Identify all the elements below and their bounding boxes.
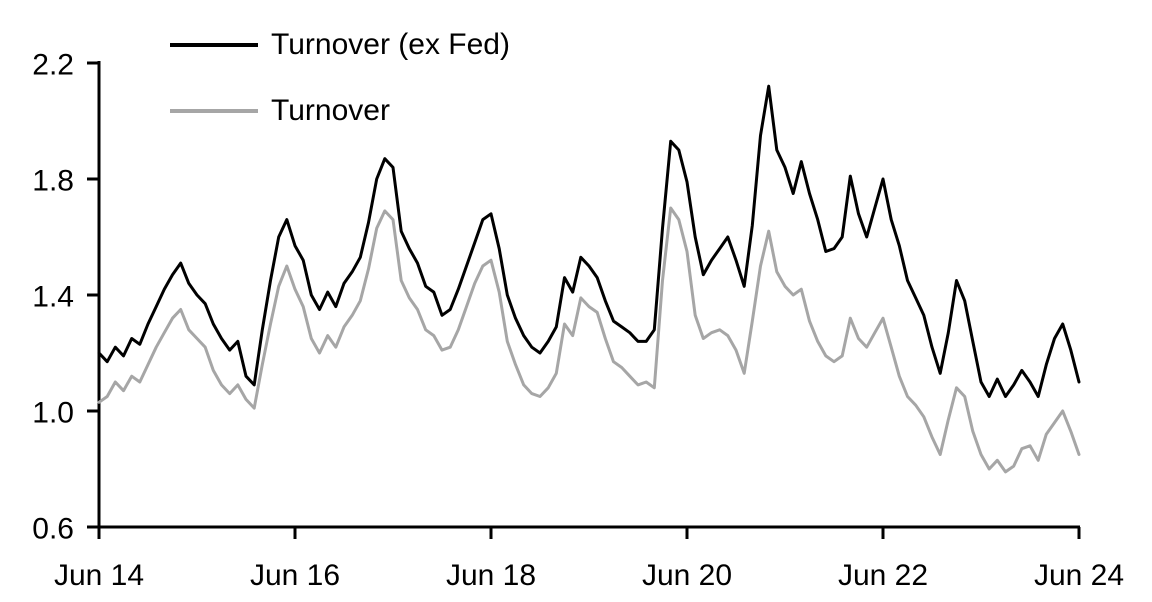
x-tick-label: Jun 24 [1034,559,1124,592]
x-tick-label: Jun 20 [642,559,732,592]
y-tick-label: 1.4 [32,280,74,313]
turnover-line-swatch [170,109,258,113]
y-tick-label: 1.8 [32,164,74,197]
legend-item-turnover-ex-fed: Turnover (ex Fed) [170,26,510,64]
x-tick-label: Jun 14 [54,559,144,592]
x-tick-label: Jun 18 [446,559,536,592]
y-tick-label: 0.6 [32,512,74,545]
y-tick-label: 2.2 [32,48,74,81]
legend-item-turnover: Turnover [170,92,510,130]
series-line-turnover-ex-fed [97,84,1081,398]
legend-label-turnover: Turnover [271,94,390,127]
x-tick-label: Jun 16 [250,559,340,592]
legend-label-turnover-ex-fed: Turnover (ex Fed) [271,28,510,61]
x-tick-label: Jun 22 [838,559,928,592]
turnover-ex-fed-line-swatch [170,43,258,47]
y-tick-label: 1.0 [32,396,74,429]
series-line-turnover [97,206,1081,474]
legend: Turnover (ex Fed) Turnover [170,26,510,158]
